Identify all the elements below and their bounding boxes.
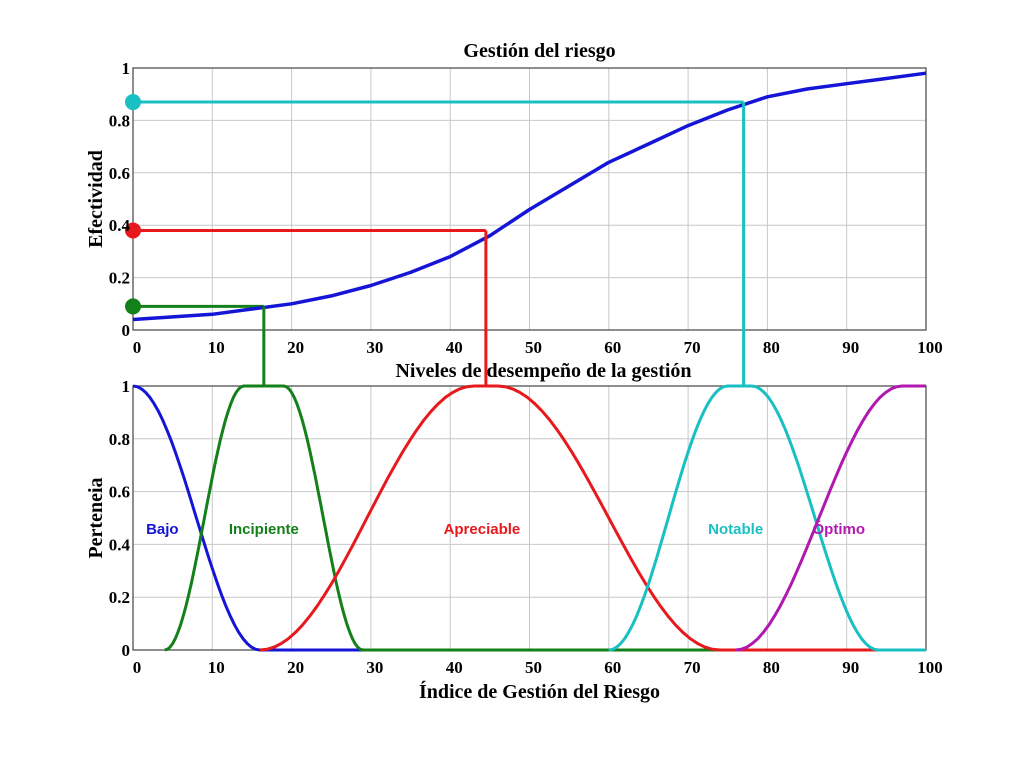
- top-x-tick-label: 70: [684, 338, 701, 357]
- category-label: Óptimo: [813, 520, 866, 538]
- connector-lines: [262, 102, 746, 386]
- guide-lines: [133, 100, 744, 308]
- top-x-tick-label: 80: [763, 338, 780, 357]
- top-x-tick-label: 40: [446, 338, 463, 357]
- grid: [132, 67, 927, 331]
- bottom-x-tick-label: 30: [366, 658, 383, 677]
- top-y-tick-label: 0.6: [109, 164, 130, 183]
- bottom-y-tick-label: 0: [122, 641, 131, 660]
- x-axis-label: Niveles de desempeño de la gestión: [395, 360, 691, 382]
- bottom-x-tick-label: 40: [446, 658, 463, 677]
- chart-effectiveness: Gestión del riesgo 0 10 20 30 40 50 60 70 80 90 10…: [85, 40, 943, 382]
- marker-dot: [125, 94, 141, 111]
- bottom-y-tick-label: 0.8: [109, 430, 130, 449]
- series-line-incipiente: [164, 384, 926, 652]
- bottom-y-tick-label: 0.4: [109, 535, 131, 554]
- bottom-x-tick-label: 0: [133, 658, 142, 677]
- series-line-notable: [608, 384, 926, 652]
- series-line-apreciable: [259, 384, 926, 652]
- top-x-tick-label: 20: [287, 338, 304, 357]
- top-x-tick-label: 0: [133, 338, 142, 357]
- bottom-x-tick-label: 90: [842, 658, 859, 677]
- y-axis-label: Perteneia: [85, 477, 107, 558]
- grid: [132, 385, 927, 651]
- chart-title: Gestión del riesgo: [463, 40, 615, 62]
- bottom-y-tick-label: 0.6: [109, 483, 130, 502]
- marker-dot: [125, 222, 141, 239]
- tick-labels: 0 10 20 30 40 50 60 70 80 90 100 0 0.2 0.4 0.6 0.8 1: [109, 377, 943, 677]
- category-label: Incipiente: [229, 521, 299, 538]
- top-y-tick-label: 0: [122, 321, 131, 340]
- bottom-x-tick-label: 60: [604, 658, 621, 677]
- top-y-tick-label: 0.4: [109, 216, 131, 235]
- bottom-x-tick-label: 100: [917, 658, 943, 677]
- bottom-y-tick-label: 0.2: [109, 588, 130, 607]
- bottom-x-tick-label: 50: [525, 658, 542, 677]
- series-line-óptimo: [735, 384, 927, 652]
- bottom-y-tick-label: 1: [122, 377, 131, 396]
- bottom-x-tick-label: 10: [208, 658, 225, 677]
- top-y-tick-label: 1: [122, 59, 131, 78]
- top-x-tick-label: 60: [604, 338, 621, 357]
- markers: [125, 94, 141, 315]
- category-label: Bajo: [146, 521, 179, 538]
- x-axis-label: Índice de Gestión del Riesgo: [419, 680, 660, 703]
- bottom-x-tick-label: 20: [287, 658, 304, 677]
- top-y-tick-label: 0.2: [109, 269, 130, 288]
- bottom-x-tick-label: 80: [763, 658, 780, 677]
- top-x-tick-label: 10: [208, 338, 225, 357]
- top-y-tick-label: 0.8: [109, 111, 130, 130]
- top-x-tick-label: 90: [842, 338, 859, 357]
- chart-membership: Bajo Incipiente Apreciable Notable Óptimo 0 1…: [85, 377, 943, 703]
- series: [132, 384, 927, 652]
- category-label: Notable: [708, 521, 763, 538]
- bottom-x-tick-label: 70: [684, 658, 701, 677]
- top-x-tick-label: 100: [917, 338, 943, 357]
- top-x-tick-label: 50: [525, 338, 542, 357]
- category-label: Apreciable: [444, 521, 521, 538]
- axes-frame: [132, 67, 927, 331]
- y-axis-label: Efectividad: [85, 150, 107, 248]
- tick-labels: 0 10 20 30 40 50 60 70 80 90 100 0 0.2 0.4 0.6 0.8 1: [109, 59, 943, 357]
- top-x-tick-label: 30: [366, 338, 383, 357]
- category-labels: Bajo Incipiente Apreciable Notable Óptimo: [146, 520, 865, 538]
- marker-dot: [125, 298, 141, 315]
